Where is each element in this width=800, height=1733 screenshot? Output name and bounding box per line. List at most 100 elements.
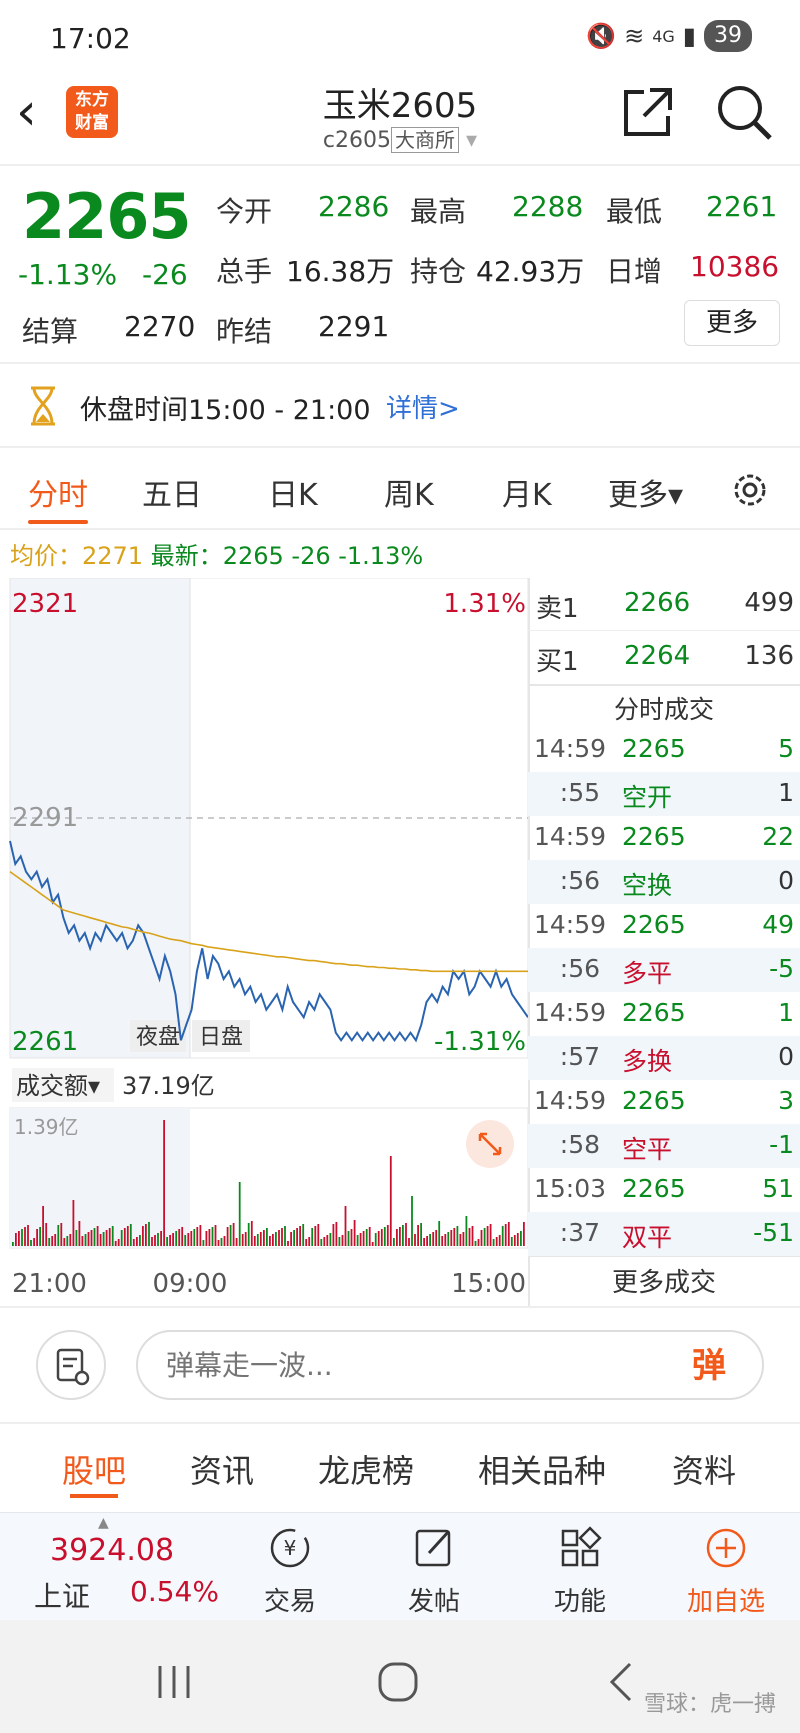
volume-bar	[169, 1235, 171, 1246]
trade-volume: -51	[753, 1218, 794, 1247]
share-icon[interactable]	[620, 84, 676, 140]
home-icon[interactable]	[376, 1660, 420, 1704]
x-tick-mid: 09:00	[153, 1269, 228, 1299]
volume-bar	[459, 1234, 462, 1246]
volume-bar	[323, 1237, 326, 1246]
tab-more[interactable]: 更多▾	[608, 478, 684, 513]
danmu-input[interactable]	[136, 1330, 764, 1400]
volume-bar	[244, 1232, 247, 1246]
volume-bars	[12, 1120, 525, 1246]
volume-bar	[278, 1230, 280, 1246]
bid-label: 买1	[536, 647, 579, 677]
volume-value: 16.38万	[286, 255, 395, 288]
tab-related[interactable]: 相关品种	[478, 1452, 607, 1490]
high-value: 2288	[512, 190, 584, 223]
tab-intraday[interactable]: 分时	[28, 478, 88, 513]
volume-bar	[256, 1234, 259, 1246]
volume-bar	[154, 1235, 156, 1246]
y-bottom-label: 2261	[12, 1027, 78, 1057]
volume-bar	[393, 1238, 395, 1246]
tab-dragon-tiger[interactable]: 龙虎榜	[318, 1452, 415, 1490]
trade-volume: 1	[778, 778, 794, 807]
svg-text:¥: ¥	[284, 1536, 297, 1560]
tab-news[interactable]: 资讯	[190, 1452, 255, 1490]
edit-icon	[415, 1529, 451, 1567]
volume-bar	[380, 1229, 383, 1246]
x-tick-end: 15:00	[451, 1269, 526, 1299]
avg-price-text: 均价：2271	[10, 542, 144, 570]
volume-bar	[220, 1238, 223, 1246]
volume-bar	[350, 1229, 353, 1246]
tab-daily-k[interactable]: 日K	[268, 478, 318, 513]
note-icon[interactable]	[36, 1330, 106, 1400]
volume-bar	[341, 1235, 344, 1246]
system-back-icon[interactable]	[606, 1660, 636, 1704]
tab-weekly-k[interactable]: 周K	[384, 478, 434, 513]
volume-bar	[214, 1225, 217, 1246]
tab-profile[interactable]: 资料	[672, 1452, 737, 1490]
nav-trade[interactable]: ¥ 交易	[240, 1523, 340, 1618]
index-percent[interactable]: 0.54%	[130, 1575, 219, 1608]
open-interest-label: 持仓	[410, 255, 467, 288]
volume-bar	[105, 1230, 108, 1246]
volume-bar	[160, 1231, 162, 1246]
volume-bar	[396, 1229, 398, 1246]
volume-bar	[344, 1206, 347, 1246]
trade-time: :56	[559, 954, 600, 983]
nav-add-watchlist-label: 加自选	[686, 1587, 765, 1617]
volume-bar	[102, 1232, 105, 1246]
tab-monthly-k[interactable]: 月K	[502, 478, 552, 513]
nav-post[interactable]: 发帖	[384, 1523, 484, 1618]
nav-add-watchlist[interactable]: 加自选	[676, 1523, 776, 1618]
volume-bar	[90, 1230, 93, 1246]
ask-row[interactable]: 卖1 2266 499	[528, 578, 800, 630]
volume-bar	[417, 1225, 419, 1246]
details-link[interactable]: 详情>	[386, 394, 460, 424]
volume-bar	[326, 1235, 329, 1246]
volume-bar	[462, 1232, 465, 1246]
volume-bar	[142, 1226, 144, 1246]
index-value[interactable]: 3924.08	[50, 1533, 175, 1568]
mute-icon: 🔇	[586, 22, 617, 50]
tab-forum[interactable]: 股吧	[62, 1452, 127, 1490]
more-trades-button[interactable]: 更多成交	[528, 1256, 800, 1308]
index-name[interactable]: 上证	[34, 1580, 91, 1613]
change-amount: -26	[142, 258, 188, 291]
volume-bar	[365, 1229, 368, 1246]
trade-volume: 51	[762, 1174, 794, 1203]
tab-five-day[interactable]: 五日	[142, 478, 202, 513]
volume-bar	[477, 1239, 480, 1246]
intraday-chart[interactable]: 2321 1.31% 2291 2261 -1.31% 夜盘 日盘 成交额▾ 3…	[0, 578, 528, 1310]
order-book: 卖1 2266 499 买1 2264 136 分时成交 14:59 2265 5:…	[528, 578, 800, 1308]
settle-label: 结算	[22, 315, 79, 348]
more-quote-button[interactable]: 更多	[684, 300, 780, 346]
x-tick-start: 21:00	[12, 1269, 87, 1299]
volume-bar	[117, 1239, 120, 1246]
recent-apps-icon[interactable]	[154, 1662, 194, 1702]
danmu-send-button[interactable]: 弹	[692, 1346, 726, 1386]
low-value: 2261	[706, 190, 778, 223]
volume-bar	[126, 1226, 129, 1246]
volume-bar	[18, 1231, 20, 1246]
closing-notice: 休盘时间15:00 - 21:00 详情>	[0, 366, 800, 446]
volume-bar	[429, 1234, 431, 1246]
back-icon[interactable]: ‹	[16, 82, 37, 142]
header-divider	[0, 164, 800, 166]
bid-row[interactable]: 买1 2264 136	[528, 630, 800, 682]
trade-price: 双平	[622, 1223, 673, 1252]
network-label: 4G	[652, 26, 675, 46]
trade-price: 多平	[622, 959, 673, 988]
volume-night-shade	[10, 1108, 190, 1248]
volume-selector[interactable]	[12, 1068, 114, 1102]
search-icon[interactable]	[714, 82, 774, 142]
y-top-pct-label: 1.31%	[443, 589, 526, 619]
volume-bar	[15, 1233, 17, 1246]
volume-bar	[444, 1234, 447, 1246]
volume-bar	[199, 1225, 202, 1246]
y-ref-label: 2291	[12, 803, 78, 833]
nav-functions[interactable]: 功能	[530, 1523, 630, 1618]
gear-icon[interactable]	[728, 468, 772, 512]
trade-time: :55	[559, 778, 600, 807]
book-divider	[528, 684, 800, 686]
contract-subtitle[interactable]: c2605 大商所 ▾	[0, 124, 800, 153]
